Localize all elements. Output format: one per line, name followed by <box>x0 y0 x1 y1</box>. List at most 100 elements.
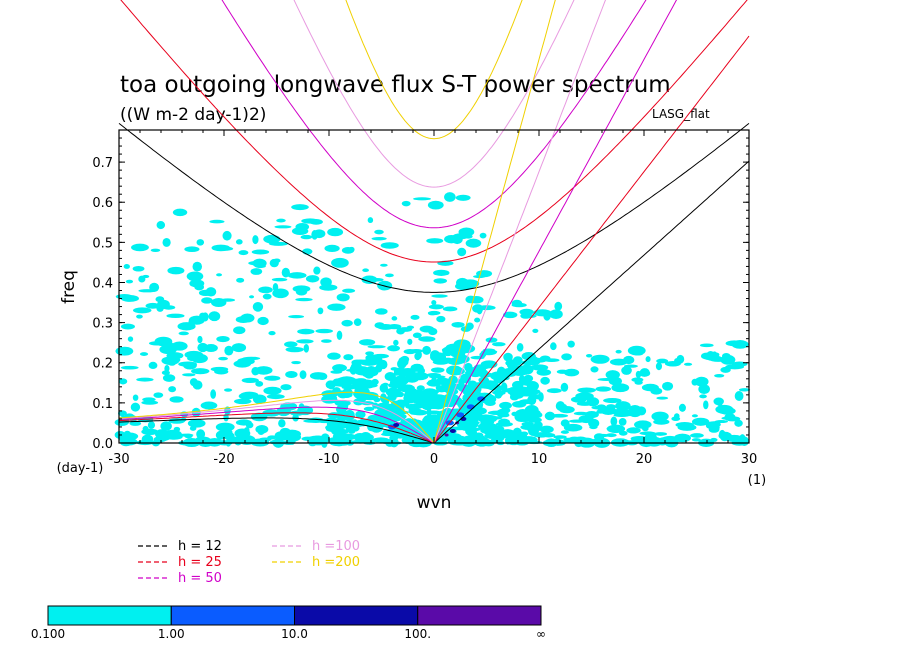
power-blob <box>380 242 399 249</box>
power-blob <box>615 349 622 354</box>
power-blob <box>430 367 445 373</box>
power-blob <box>118 378 128 385</box>
power-blob <box>327 227 344 237</box>
power-blob <box>556 369 569 374</box>
power-blob <box>655 362 663 371</box>
power-blob <box>436 424 448 435</box>
power-blob <box>631 377 644 383</box>
power-blob <box>189 426 197 431</box>
colorbar-swatch <box>417 605 542 626</box>
power-blob <box>639 431 656 436</box>
power-blob <box>503 311 518 319</box>
power-blob <box>522 411 533 421</box>
power-blob <box>262 293 272 300</box>
power-blob <box>291 204 309 211</box>
power-blob <box>250 268 263 275</box>
power-blob <box>642 426 649 432</box>
power-blob <box>182 373 196 377</box>
power-blob <box>132 307 152 314</box>
power-blob <box>442 346 454 357</box>
power-blob <box>433 269 450 276</box>
power-blob <box>414 352 421 361</box>
power-blob <box>662 381 674 391</box>
power-blob <box>554 301 563 311</box>
power-blob <box>324 244 340 253</box>
power-blob <box>714 374 725 378</box>
power-blob <box>370 278 384 282</box>
power-blob <box>268 330 276 336</box>
power-blob <box>266 394 285 400</box>
power-blob <box>461 437 477 447</box>
power-blob <box>521 376 532 386</box>
power-blob <box>457 247 467 257</box>
power-blob <box>459 355 469 363</box>
power-blob <box>502 388 518 393</box>
power-blob <box>332 387 341 394</box>
power-blob <box>210 389 217 399</box>
power-blob <box>626 427 641 434</box>
power-blob <box>284 341 298 348</box>
gravity-curve <box>118 123 750 293</box>
chart-title: toa outgoing longwave flux S-T power spe… <box>120 72 671 98</box>
legend-label: h = 50 <box>178 571 222 586</box>
power-blob <box>536 369 552 376</box>
power-blob <box>464 234 473 239</box>
power-blob <box>623 355 635 365</box>
y-tick-label: 0.1 <box>92 397 113 412</box>
power-blob <box>287 432 296 437</box>
power-blob <box>374 322 385 329</box>
power-blob <box>309 372 327 380</box>
power-blob <box>367 217 374 224</box>
power-blob <box>561 353 572 361</box>
power-blob <box>354 383 361 390</box>
power-blob <box>317 307 324 315</box>
power-peak <box>449 428 456 433</box>
power-blob <box>636 406 647 416</box>
power-blob <box>338 433 357 441</box>
power-blob <box>460 346 467 353</box>
power-blob <box>451 321 465 328</box>
power-blob <box>255 425 269 434</box>
power-blob <box>118 436 137 441</box>
power-blob <box>288 314 305 319</box>
power-blob <box>653 432 668 436</box>
power-blob <box>700 352 713 360</box>
power-blob <box>120 365 139 370</box>
power-blob <box>498 418 510 426</box>
power-blob <box>278 419 286 428</box>
power-blob <box>651 411 669 422</box>
power-blob <box>371 236 387 241</box>
power-blob <box>433 278 448 284</box>
power-blob <box>263 386 282 395</box>
power-blob <box>250 412 268 422</box>
power-blob <box>117 410 127 417</box>
x-tick-label: -30 <box>108 452 129 467</box>
power-blob <box>194 283 205 291</box>
power-blob <box>518 399 534 405</box>
power-blob <box>484 400 496 407</box>
power-blob <box>469 407 483 417</box>
power-blob <box>132 265 145 272</box>
power-blob <box>285 346 304 353</box>
power-blob <box>550 413 569 418</box>
power-blob <box>412 332 422 339</box>
power-blob <box>511 411 518 417</box>
rossby-curve <box>118 412 435 444</box>
power-blob <box>605 433 617 438</box>
power-blob <box>365 438 375 445</box>
power-blob <box>291 360 301 365</box>
power-blob <box>589 425 598 430</box>
power-blob <box>162 374 176 382</box>
power-blob <box>208 311 221 322</box>
power-blob <box>585 354 593 358</box>
power-blob <box>522 314 537 319</box>
power-blob <box>467 380 478 389</box>
power-blob <box>127 336 134 342</box>
power-blob <box>718 429 726 440</box>
power-blob <box>351 359 361 366</box>
power-blob <box>216 335 230 343</box>
power-blob <box>416 385 425 391</box>
gravity-curve <box>345 0 523 140</box>
power-blob <box>363 406 375 412</box>
power-blob <box>460 279 480 288</box>
